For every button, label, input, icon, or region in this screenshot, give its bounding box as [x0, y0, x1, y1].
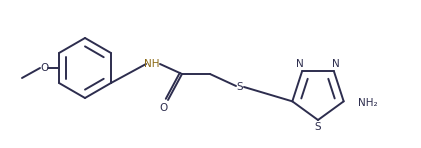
- Text: O: O: [40, 63, 48, 73]
- Text: NH: NH: [144, 59, 160, 69]
- Text: N: N: [296, 59, 304, 69]
- Text: S: S: [314, 122, 321, 132]
- Text: S: S: [237, 82, 243, 92]
- Text: N: N: [332, 59, 340, 69]
- Text: NH₂: NH₂: [358, 98, 377, 108]
- Text: O: O: [159, 103, 167, 113]
